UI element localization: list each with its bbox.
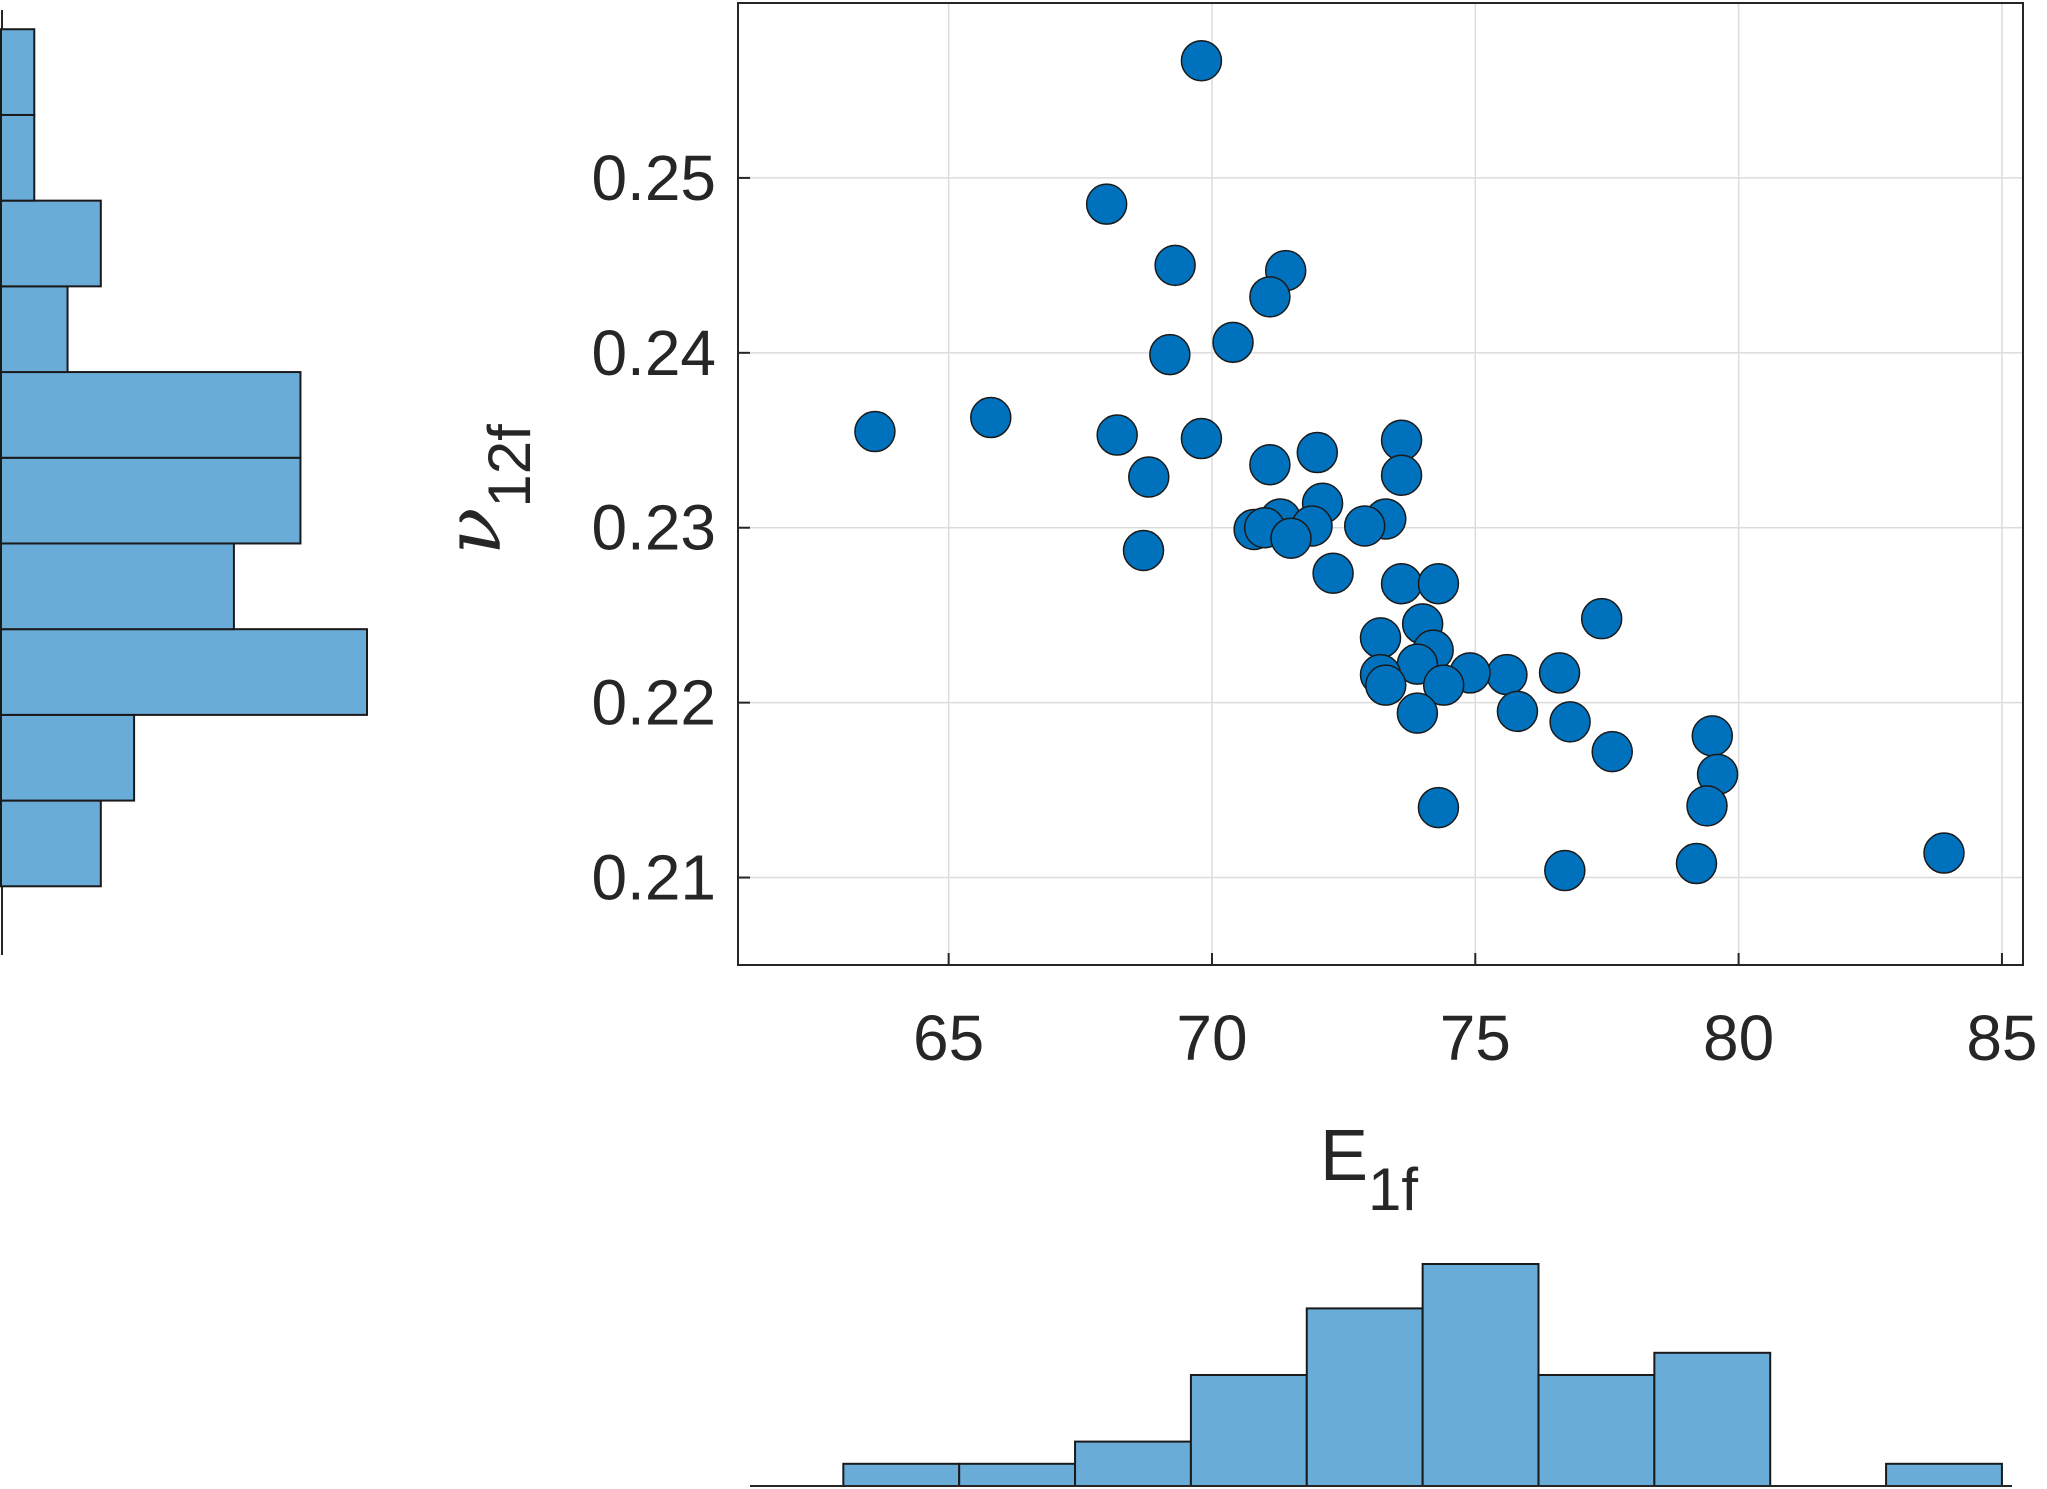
- y-histogram-bar: [0, 28, 36, 116]
- data-point: [1417, 786, 1460, 829]
- data-point: [1591, 730, 1633, 773]
- data-point: [1691, 715, 1734, 757]
- x-histogram-bar: [1189, 1374, 1308, 1487]
- x-tick-label: 70: [1176, 1002, 1247, 1074]
- x-axis-label-main: E: [1320, 1116, 1368, 1196]
- y-histogram-bar: [0, 285, 69, 374]
- data-point: [1096, 414, 1138, 456]
- y-histogram-bar: [0, 199, 102, 288]
- data-point: [1249, 444, 1291, 486]
- x-histogram-bar: [842, 1462, 961, 1488]
- y-tick-label: 0.23: [591, 492, 716, 564]
- y-histogram-bar: [0, 799, 102, 888]
- plot-frame: [737, 2, 2024, 966]
- y-histogram-bar: [0, 456, 302, 545]
- x-tick-label: 75: [1440, 1002, 1511, 1074]
- x-histogram-bar: [958, 1462, 1077, 1488]
- data-point: [1923, 832, 1965, 874]
- y-marginal-histogram: [0, 10, 368, 955]
- y-axis-label-subscript: 12f: [476, 424, 543, 508]
- data-point: [1365, 664, 1407, 706]
- data-point: [1380, 562, 1423, 605]
- x-tick-label: 80: [1703, 1002, 1774, 1074]
- y-tick-label: 0.21: [591, 842, 716, 914]
- y-histogram-bar: [0, 713, 136, 802]
- x-tick-label: 85: [1966, 1002, 2037, 1074]
- y-histogram-bar: [0, 628, 368, 716]
- x-histogram-bar: [1537, 1374, 1656, 1487]
- data-point: [1122, 529, 1165, 572]
- y-histogram-bar: [0, 371, 302, 459]
- data-point: [1180, 39, 1223, 82]
- x-tick-label: 65: [913, 1002, 984, 1074]
- data-point: [1149, 333, 1191, 376]
- data-point: [1538, 652, 1581, 694]
- y-axis-label: ν12f: [429, 424, 543, 555]
- data-point: [1312, 552, 1354, 594]
- y-tick-label: 0.22: [591, 667, 716, 739]
- data-point: [1270, 517, 1312, 559]
- data-point: [1085, 183, 1128, 225]
- data-point: [1422, 664, 1465, 706]
- y-tick-label: 0.25: [591, 142, 716, 214]
- data-point: [1380, 454, 1423, 497]
- data-point: [1249, 276, 1291, 318]
- data-point: [1544, 849, 1586, 892]
- x-histogram-bar: [1421, 1263, 1540, 1487]
- x-histogram-bar: [1653, 1351, 1772, 1488]
- data-point: [1212, 321, 1254, 364]
- data-point: [1686, 785, 1728, 827]
- data-point: [1417, 562, 1460, 605]
- data-point: [1180, 417, 1223, 460]
- x-marginal-histogram: [750, 1263, 2012, 1488]
- x-histogram-bar: [1305, 1307, 1424, 1488]
- data-point: [1128, 456, 1170, 498]
- data-point: [1580, 597, 1623, 640]
- y-histogram-bar: [0, 113, 36, 202]
- data-point: [1496, 690, 1539, 733]
- plot-area: [738, 3, 2023, 965]
- y-histogram-bar: [0, 542, 235, 631]
- data-point: [1296, 431, 1339, 474]
- data-point: [1154, 244, 1196, 287]
- data-point: [1486, 653, 1528, 696]
- x-axis-label-subscript: 1f: [1368, 1156, 1418, 1223]
- x-histogram-bar: [1885, 1462, 2003, 1488]
- data-point: [970, 396, 1012, 439]
- scatter-plot: 65 70 75 80 85 0.21 0.22 0.23 0.24 0.25 E1f ν12f: [429, 2, 2038, 1223]
- y-tick-label: 0.24: [591, 317, 716, 389]
- data-point: [1675, 842, 1718, 885]
- data-point: [1396, 692, 1439, 734]
- x-axis-label: E1f: [1320, 1116, 1418, 1223]
- y-axis-label-main: ν: [429, 508, 519, 555]
- data-point: [1343, 505, 1386, 547]
- data-point: [1549, 701, 1591, 743]
- data-point: [1380, 419, 1423, 462]
- data-point: [854, 410, 896, 453]
- x-histogram-bar: [1074, 1440, 1192, 1487]
- data-point: [1359, 617, 1402, 659]
